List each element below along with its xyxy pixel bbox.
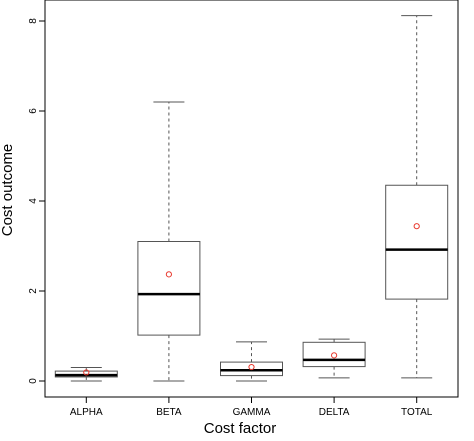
y-tick-label: 4	[28, 198, 39, 204]
box-delta	[302, 338, 366, 379]
x-tick-label: DELTA	[319, 407, 350, 418]
x-tick-label: TOTAL	[401, 407, 433, 418]
x-tick-label: ALPHA	[70, 407, 103, 418]
iqr-box	[137, 241, 201, 336]
y-tick-label: 0	[28, 378, 39, 384]
x-axis: ALPHA BETA GAMMA DELTA TOTAL	[70, 397, 433, 418]
mean-marker	[331, 352, 338, 359]
x-axis-title: Cost factor	[204, 420, 277, 437]
boxes	[54, 15, 449, 382]
iqr-box	[220, 361, 283, 377]
mean-marker	[248, 363, 255, 371]
box-beta	[137, 101, 201, 382]
mean-marker	[83, 369, 90, 376]
mean-marker	[165, 271, 172, 278]
x-tick-label: GAMMA	[233, 407, 271, 418]
y-axis: 0 2 4 6 8	[28, 18, 45, 384]
y-tick-label: 6	[28, 108, 39, 114]
iqr-box	[385, 184, 449, 300]
y-axis-title: Cost outcome	[0, 144, 16, 237]
mean-marker	[413, 223, 420, 230]
box-total	[385, 15, 449, 379]
y-tick-label: 8	[28, 18, 39, 24]
box-alpha	[54, 367, 118, 382]
box-gamma	[220, 341, 283, 382]
y-tick-label: 2	[28, 288, 39, 294]
x-tick-label: BETA	[156, 407, 182, 418]
iqr-box	[302, 341, 366, 368]
